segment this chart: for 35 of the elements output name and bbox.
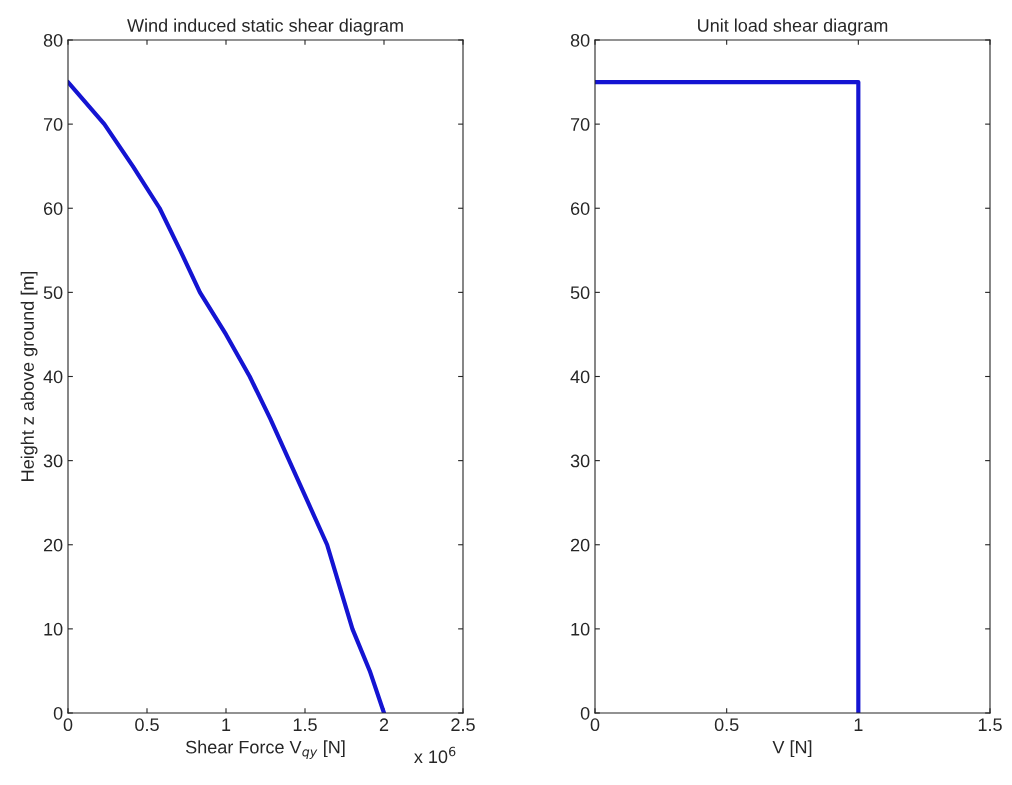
y-tick-label: 0 (580, 706, 590, 720)
y-tick-label: 40 (570, 370, 590, 384)
y-tick-label: 20 (570, 538, 590, 552)
y-tick-label: 70 (43, 118, 63, 131)
y-tick-label: 30 (570, 454, 590, 468)
y-tick-label: 80 (570, 33, 590, 47)
x-axis-title: Shear Force V$_{qy}$ [N] (185, 740, 345, 759)
x-tick-label: 1 (854, 718, 863, 731)
y-tick-label: 60 (43, 202, 63, 215)
y-tick-label: 10 (44, 622, 63, 636)
y-tick-label: 20 (43, 538, 63, 552)
y-tick-label: 50 (570, 286, 590, 300)
y-axis-title: Height z above ground [m] (20, 271, 38, 481)
chart-title: Unit load shear diagram (698, 18, 888, 36)
x-tick-label: 0 (590, 718, 600, 732)
y-tick-label: 50 (43, 286, 63, 300)
text: x 10$^{6}$ (414, 746, 456, 764)
x-tick-label: 0.5 (135, 718, 159, 732)
y-tick-label: 0 (53, 706, 63, 720)
x-tick-label: 1 (222, 718, 231, 731)
line-series (68, 79, 387, 713)
y-tick-label: 60 (570, 202, 590, 215)
x-tick-label: 2.5 (451, 718, 475, 732)
y-tick-label: 80 (43, 33, 63, 47)
y-tick-label: 10 (571, 622, 590, 636)
y-tick-label: 30 (43, 454, 63, 468)
x-axis-title: V [N] (772, 740, 812, 758)
chart-title: Wind induced static shear diagram (127, 18, 403, 36)
x-tick-label: 2 (379, 718, 389, 731)
x-tick-label: 0 (63, 718, 73, 732)
y-tick-label: 70 (570, 118, 590, 131)
y-tick-label: 40 (43, 370, 63, 384)
x-tick-label: 1.5 (293, 718, 317, 732)
x-tick-label: 0.5 (714, 718, 739, 732)
x-tick-label: 1.5 (978, 718, 1002, 732)
